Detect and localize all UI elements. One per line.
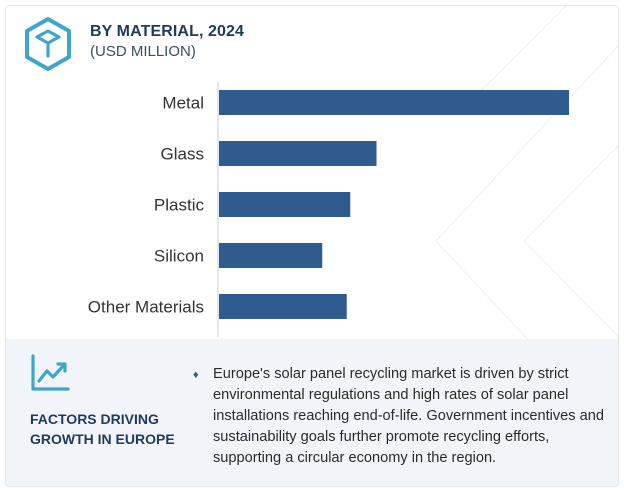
chart-subtitle: (USD MILLION) xyxy=(90,43,196,60)
cube-icon xyxy=(25,17,71,71)
infographic-card: BY MATERIAL, 2024 (USD MILLION) Metal Gla… xyxy=(5,5,619,487)
factors-panel: FACTORS DRIVING GROWTH IN EUROPE ♦ Europ… xyxy=(6,339,618,486)
factors-title: FACTORS DRIVING GROWTH IN EUROPE xyxy=(30,409,200,449)
factors-description: Europe's solar panel recycling market is… xyxy=(213,366,605,466)
bar-plastic xyxy=(219,192,351,217)
category-label: Silicon xyxy=(154,247,204,266)
diamond-bullet-icon: ♦ xyxy=(193,369,199,381)
bar-metal xyxy=(219,90,569,115)
bar-chart: Metal Glass Plastic Silicon Other Materials xyxy=(88,82,569,337)
chart-title: BY MATERIAL, 2024 xyxy=(90,23,245,40)
category-label: Other Materials xyxy=(88,298,204,317)
factors-title-line-1: FACTORS DRIVING xyxy=(30,411,159,427)
category-label: Glass xyxy=(161,145,204,164)
bar-silicon xyxy=(219,243,323,268)
line-chart-icon xyxy=(31,354,70,391)
factors-title-line-2: GROWTH IN EUROPE xyxy=(30,431,175,447)
bar-other-materials xyxy=(219,294,347,319)
category-label: Metal xyxy=(162,94,204,113)
category-label: Plastic xyxy=(154,196,205,215)
bar-glass xyxy=(219,141,377,166)
